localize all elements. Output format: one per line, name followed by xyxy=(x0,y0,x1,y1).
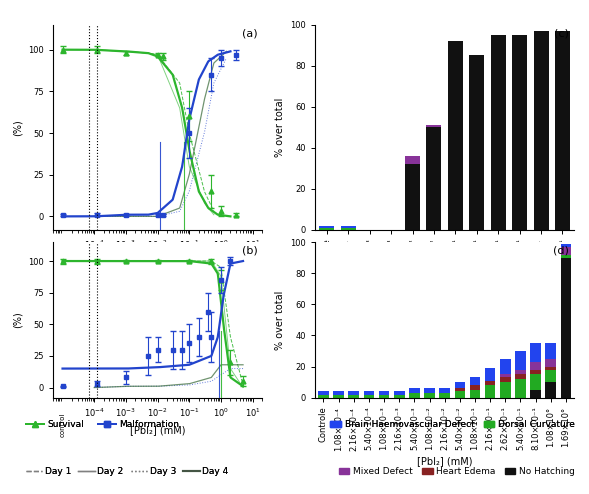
Bar xyxy=(545,367,556,370)
X-axis label: [PbI₂] (mM): [PbI₂] (mM) xyxy=(130,425,186,435)
Bar xyxy=(405,164,420,230)
Bar xyxy=(333,395,344,398)
Bar xyxy=(394,391,405,395)
Bar xyxy=(426,127,442,230)
Bar xyxy=(530,370,541,374)
Bar xyxy=(512,35,527,230)
Legend: Mixed Defect, Heart Edema, No Hatching: Mixed Defect, Heart Edema, No Hatching xyxy=(335,463,578,480)
Legend: Brain Haemovascular Defect, Dorsal Curvature: Brain Haemovascular Defect, Dorsal Curva… xyxy=(327,416,578,433)
Bar xyxy=(561,244,571,247)
Bar xyxy=(485,385,495,398)
Bar xyxy=(333,391,344,395)
Bar xyxy=(349,395,359,398)
Bar xyxy=(515,379,526,398)
Bar xyxy=(545,370,556,382)
Bar xyxy=(439,388,450,393)
Bar xyxy=(555,31,570,230)
Legend: Day 1, Day 2, Day 3, Day 4: Day 1, Day 2, Day 3, Day 4 xyxy=(22,463,232,480)
Bar xyxy=(319,228,335,230)
Bar xyxy=(545,343,556,359)
Bar xyxy=(485,368,495,380)
Bar xyxy=(424,393,435,398)
Bar xyxy=(363,391,374,395)
Bar xyxy=(561,258,571,398)
Bar xyxy=(545,382,556,398)
Text: control: control xyxy=(59,413,65,437)
Bar xyxy=(426,125,442,127)
Y-axis label: % over total: % over total xyxy=(275,97,285,157)
Text: (b): (b) xyxy=(242,245,258,255)
Bar xyxy=(534,31,548,230)
Bar xyxy=(485,380,495,385)
Bar xyxy=(319,226,335,228)
Bar xyxy=(515,370,526,374)
Bar xyxy=(530,374,541,390)
Text: control: control xyxy=(59,249,65,274)
Bar xyxy=(379,391,389,395)
Bar xyxy=(341,228,356,230)
Bar xyxy=(515,374,526,379)
Bar xyxy=(500,359,511,374)
Text: (d): (d) xyxy=(553,245,569,255)
Bar xyxy=(500,374,511,377)
Bar xyxy=(491,35,506,230)
X-axis label: [SnI₂] (mM): [SnI₂] (mM) xyxy=(417,288,472,298)
Bar xyxy=(394,395,405,398)
Bar xyxy=(318,391,329,395)
Bar xyxy=(469,377,480,385)
Bar xyxy=(318,395,329,398)
Y-axis label: (%): (%) xyxy=(13,312,23,328)
Bar xyxy=(349,391,359,395)
Bar xyxy=(469,55,484,230)
Bar xyxy=(561,247,571,254)
Bar xyxy=(469,390,480,398)
Y-axis label: (%): (%) xyxy=(13,119,23,135)
Bar xyxy=(405,156,420,164)
Text: (c): (c) xyxy=(554,29,569,39)
Text: (a): (a) xyxy=(242,29,258,39)
Y-axis label: % over total: % over total xyxy=(275,290,285,350)
Bar xyxy=(409,388,420,393)
Bar xyxy=(455,388,465,391)
Bar xyxy=(469,385,480,390)
Bar xyxy=(530,362,541,370)
Bar xyxy=(455,382,465,388)
X-axis label: [SnI₂] (mM): [SnI₂] (mM) xyxy=(130,257,186,267)
Legend: Survival, Malformation: Survival, Malformation xyxy=(22,416,183,433)
Bar xyxy=(530,343,541,362)
Bar xyxy=(424,388,435,393)
Bar xyxy=(545,359,556,367)
Bar xyxy=(500,377,511,382)
Bar xyxy=(341,226,356,228)
Bar xyxy=(455,391,465,398)
Bar xyxy=(409,393,420,398)
X-axis label: [PbI₂] (mM): [PbI₂] (mM) xyxy=(417,456,472,466)
Bar xyxy=(500,382,511,398)
Bar xyxy=(561,254,571,258)
Bar xyxy=(515,351,526,370)
Bar xyxy=(448,41,463,230)
Bar xyxy=(439,393,450,398)
Bar xyxy=(363,395,374,398)
Bar xyxy=(379,395,389,398)
Bar xyxy=(530,390,541,398)
